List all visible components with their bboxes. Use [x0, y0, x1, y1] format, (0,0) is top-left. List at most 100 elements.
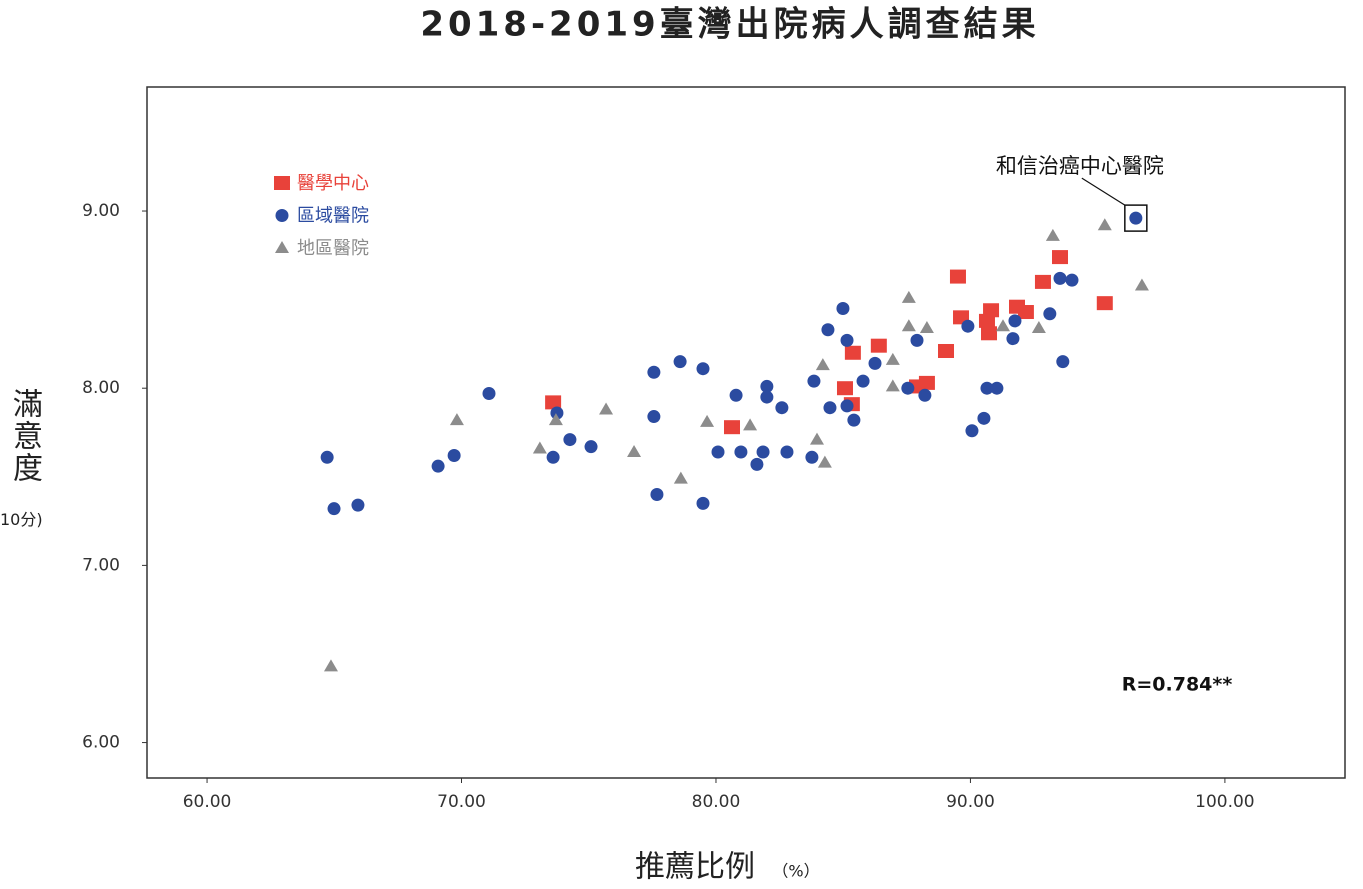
point [1129, 211, 1143, 225]
point [584, 440, 598, 454]
point [983, 303, 1000, 318]
y-axis-unit: 10分) [0, 510, 43, 529]
point [431, 459, 445, 473]
point [696, 362, 710, 376]
x-axis-unit: （%） [772, 862, 819, 881]
point [1097, 218, 1112, 231]
point [760, 390, 774, 404]
point [545, 395, 562, 410]
point [780, 445, 794, 459]
point [760, 379, 774, 393]
point [647, 410, 661, 424]
point [870, 338, 887, 353]
point [977, 411, 991, 425]
point [750, 457, 764, 471]
legend-label: 地區醫院 [297, 238, 369, 259]
point [563, 433, 577, 447]
point [885, 352, 900, 365]
y-tick-label: 6.00 [82, 733, 120, 753]
point [1006, 332, 1020, 346]
point [918, 375, 935, 390]
point [949, 269, 966, 284]
point [1034, 274, 1051, 289]
point [910, 333, 924, 347]
point [673, 471, 688, 484]
plot-frame [146, 86, 1346, 779]
x-tick-label: 100.00 [1195, 792, 1254, 812]
point [1065, 273, 1079, 287]
point [696, 496, 710, 510]
point [938, 343, 955, 358]
point [980, 381, 994, 395]
point [482, 387, 496, 401]
point [650, 488, 664, 502]
point [532, 441, 547, 454]
point [1031, 320, 1046, 333]
y-tick-label: 9.00 [82, 201, 120, 221]
point [700, 414, 715, 427]
point [961, 319, 975, 333]
point [599, 402, 614, 415]
point [823, 401, 837, 415]
point [1053, 271, 1067, 285]
point [323, 659, 338, 672]
point [885, 379, 900, 392]
point [673, 355, 687, 369]
point [840, 333, 854, 347]
point [724, 420, 741, 435]
point [548, 413, 563, 426]
y-axis-label: 滿意度 [7, 388, 42, 484]
x-tick-label: 90.00 [946, 792, 995, 812]
point [965, 424, 979, 438]
x-tick-label: 70.00 [437, 792, 486, 812]
point [1045, 228, 1060, 241]
point [729, 388, 743, 402]
legend-marker [275, 241, 289, 253]
point [918, 388, 932, 402]
point [901, 319, 916, 332]
point [856, 374, 870, 388]
chart-title: 2018-2019臺灣出院病人調查結果 [420, 5, 1039, 45]
point [840, 399, 854, 413]
point [1008, 314, 1022, 328]
y-tick-label: 8.00 [82, 378, 120, 398]
legend-label: 區域醫院 [297, 206, 369, 227]
point [901, 381, 915, 395]
point [868, 356, 882, 370]
x-tick-label: 60.00 [183, 792, 232, 812]
point [1134, 278, 1149, 291]
point [919, 320, 934, 333]
annotation-leader [1081, 177, 1126, 206]
stats-text: R=0.784** [1122, 674, 1233, 696]
point [805, 450, 819, 464]
x-axis-label: 推薦比例 [635, 850, 755, 885]
legend-marker [274, 176, 290, 190]
point [1056, 355, 1070, 369]
point [449, 413, 464, 426]
point [775, 401, 789, 415]
point [627, 444, 642, 457]
point [836, 301, 850, 315]
legend-marker [275, 209, 289, 222]
point [809, 432, 824, 445]
point [847, 413, 861, 427]
x-tick-label: 80.00 [692, 792, 741, 812]
y-tick-label: 7.00 [82, 555, 120, 575]
point [844, 345, 861, 360]
annotation-box [1124, 204, 1148, 232]
point [327, 502, 341, 516]
point [1017, 305, 1034, 320]
point [815, 358, 830, 371]
point [821, 323, 835, 337]
point [756, 445, 770, 459]
point [711, 445, 725, 459]
point [996, 319, 1011, 332]
point [743, 418, 758, 431]
point [447, 449, 461, 463]
point [734, 445, 748, 459]
point [807, 374, 821, 388]
point [978, 313, 995, 328]
point [990, 381, 1004, 395]
point [836, 381, 853, 396]
